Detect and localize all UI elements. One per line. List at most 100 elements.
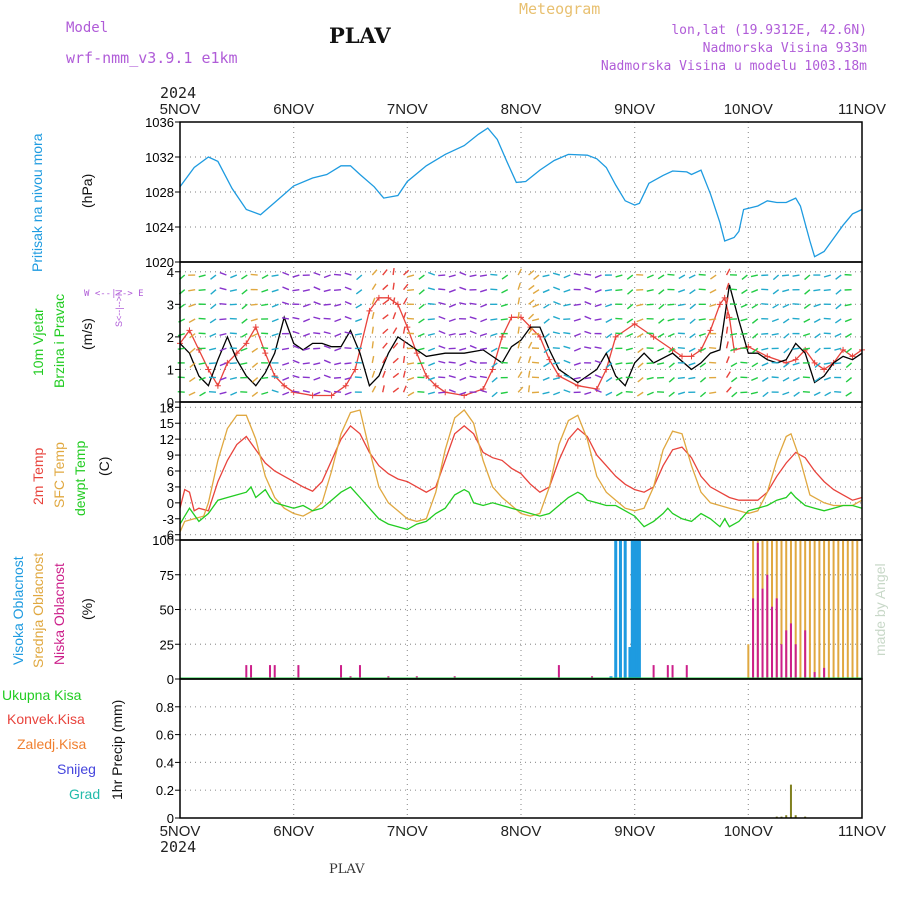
wind-arrow bbox=[845, 377, 853, 383]
wind-arrow bbox=[646, 274, 654, 279]
y-tick-label: 0.2 bbox=[156, 783, 174, 798]
wind-arrow bbox=[334, 362, 342, 366]
wind-arrow bbox=[709, 289, 717, 294]
wind-arrow bbox=[792, 376, 800, 382]
wind-arrow bbox=[699, 377, 707, 383]
wind-arrow bbox=[271, 274, 279, 277]
wind-arrow bbox=[402, 312, 407, 320]
y-tick-label: -3 bbox=[162, 512, 174, 527]
y-tick-label: 0 bbox=[167, 672, 174, 687]
wind-arrow bbox=[689, 303, 696, 310]
wind-arrow bbox=[637, 362, 644, 369]
wind-arrow bbox=[198, 274, 206, 278]
x-label-top: 7NOV bbox=[387, 101, 428, 118]
wind-arrow bbox=[344, 391, 352, 396]
wind-speed-marker bbox=[375, 294, 382, 301]
wind-arrow bbox=[606, 347, 613, 354]
wind-arrow bbox=[198, 376, 206, 381]
wind-arrow bbox=[469, 360, 477, 364]
wind-arrow bbox=[448, 375, 456, 379]
cloud-bar bbox=[799, 540, 802, 679]
wind-arrow bbox=[725, 297, 729, 305]
wind-speed-marker bbox=[631, 320, 638, 327]
wind-arrow bbox=[813, 303, 821, 308]
wind-arrow bbox=[677, 376, 685, 380]
wind-arrow bbox=[731, 391, 738, 398]
cloud-bar bbox=[635, 540, 639, 679]
cloud-bar bbox=[297, 665, 300, 679]
wind-arrow bbox=[323, 331, 331, 335]
wind-arrow bbox=[804, 289, 811, 295]
wind-arrow bbox=[517, 386, 524, 393]
cloud-bar bbox=[808, 540, 811, 679]
wind-arrow bbox=[250, 303, 258, 306]
wind-arrow bbox=[344, 300, 352, 305]
wind-arrow bbox=[402, 370, 406, 378]
wind-arrow bbox=[500, 347, 508, 349]
wind-arrow bbox=[725, 341, 729, 349]
wind-arrow bbox=[251, 377, 259, 383]
wind-arrow bbox=[448, 274, 456, 278]
wind-arrow bbox=[427, 287, 435, 291]
wind-arrow bbox=[668, 377, 675, 383]
cloud-bar bbox=[618, 540, 622, 679]
wind-speed-marker bbox=[792, 356, 799, 363]
wind-arrow bbox=[448, 318, 456, 323]
wind-arrow bbox=[835, 289, 842, 295]
wind-arrow bbox=[553, 286, 561, 291]
wind-arrow bbox=[219, 287, 227, 291]
wind-arrow bbox=[761, 376, 769, 382]
wind-arrow bbox=[406, 317, 415, 320]
wind-arrow bbox=[313, 301, 321, 305]
wind-arrow bbox=[573, 362, 581, 366]
wind-arrow bbox=[177, 376, 185, 379]
wind-arrow bbox=[417, 390, 425, 393]
wind-arrow bbox=[219, 362, 227, 367]
wind-arrow bbox=[392, 282, 395, 290]
x-label-bottom: 8NOV bbox=[501, 823, 542, 840]
wind-arrow bbox=[208, 390, 217, 393]
wind-arrow bbox=[517, 341, 521, 349]
wind-arrow bbox=[792, 317, 800, 320]
wind-arrow bbox=[844, 318, 852, 323]
wind-arrow bbox=[480, 318, 488, 323]
wind-arrow bbox=[219, 302, 227, 306]
wind-arrow bbox=[323, 303, 331, 306]
wind-arrow bbox=[772, 303, 780, 309]
wind-speed-marker bbox=[612, 333, 619, 340]
wind-arrow bbox=[563, 289, 571, 293]
wind-arrow bbox=[313, 271, 321, 276]
wind-arrow bbox=[292, 288, 300, 292]
wind-arrow bbox=[689, 318, 696, 325]
wind-arrow bbox=[646, 288, 654, 292]
wind-arrow bbox=[813, 391, 821, 397]
wind-arrow bbox=[517, 268, 523, 276]
wind-speed-marker bbox=[679, 353, 686, 360]
wind-arrow bbox=[469, 375, 477, 379]
wind-arrow bbox=[605, 333, 613, 339]
wind-arrow bbox=[354, 376, 362, 379]
meteogram-title: Meteogram bbox=[519, 0, 601, 18]
cloud-bar bbox=[785, 540, 788, 679]
wind-arrow bbox=[229, 288, 237, 292]
wind-speed-marker bbox=[328, 392, 335, 399]
wind-arrow bbox=[448, 332, 456, 336]
wind-arrow bbox=[469, 330, 477, 335]
wind-arrow bbox=[725, 268, 731, 276]
wind-arrow bbox=[563, 359, 571, 364]
wind-arrow bbox=[241, 318, 248, 324]
wind-arrow bbox=[771, 332, 779, 336]
wind-compass-we: W <--|--> E bbox=[84, 289, 144, 299]
x-label-top: 11NOV bbox=[838, 101, 886, 118]
wind-arrow bbox=[668, 391, 675, 398]
wind-arrow bbox=[636, 318, 644, 323]
y-tick-label: 1032 bbox=[145, 150, 174, 165]
wind-arrow bbox=[657, 274, 665, 280]
wind-arrow bbox=[783, 362, 790, 368]
wind-arrow bbox=[563, 274, 571, 279]
wind-arrow bbox=[438, 274, 446, 277]
wind-speed-marker bbox=[716, 301, 723, 308]
wind-arrow bbox=[344, 362, 352, 365]
wind-arrow bbox=[517, 297, 521, 305]
wind-arrow bbox=[710, 274, 717, 280]
